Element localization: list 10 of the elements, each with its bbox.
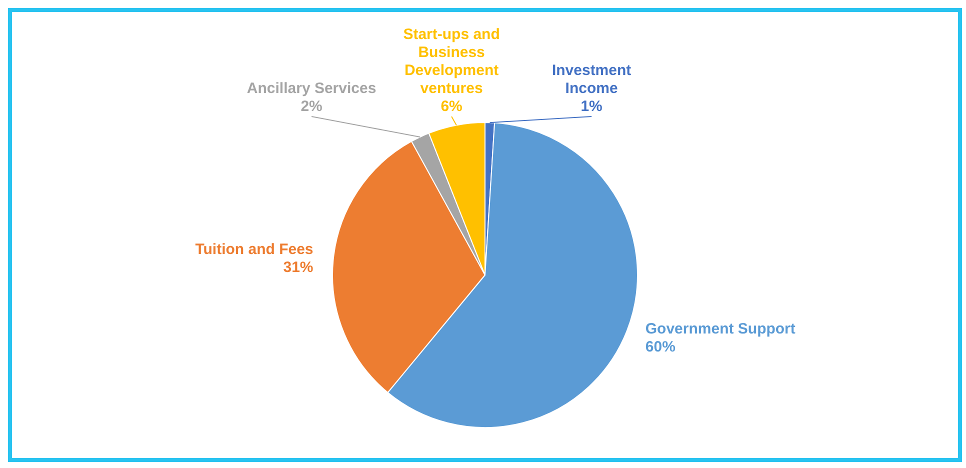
slice-label: Government Support: [645, 320, 796, 338]
data-label: 2%: [300, 98, 322, 116]
data-label: 60%: [645, 338, 676, 356]
slice-label: Start-ups and Business Development ventures: [403, 26, 500, 98]
slice-label: Tuition and Fees: [195, 240, 314, 258]
slice-label: Investment Income: [552, 62, 632, 98]
data-label: 1%: [580, 98, 602, 116]
slice-label: Ancillary Services: [246, 80, 376, 98]
data-label: 6%: [440, 98, 462, 116]
data-label: 31%: [283, 258, 314, 276]
